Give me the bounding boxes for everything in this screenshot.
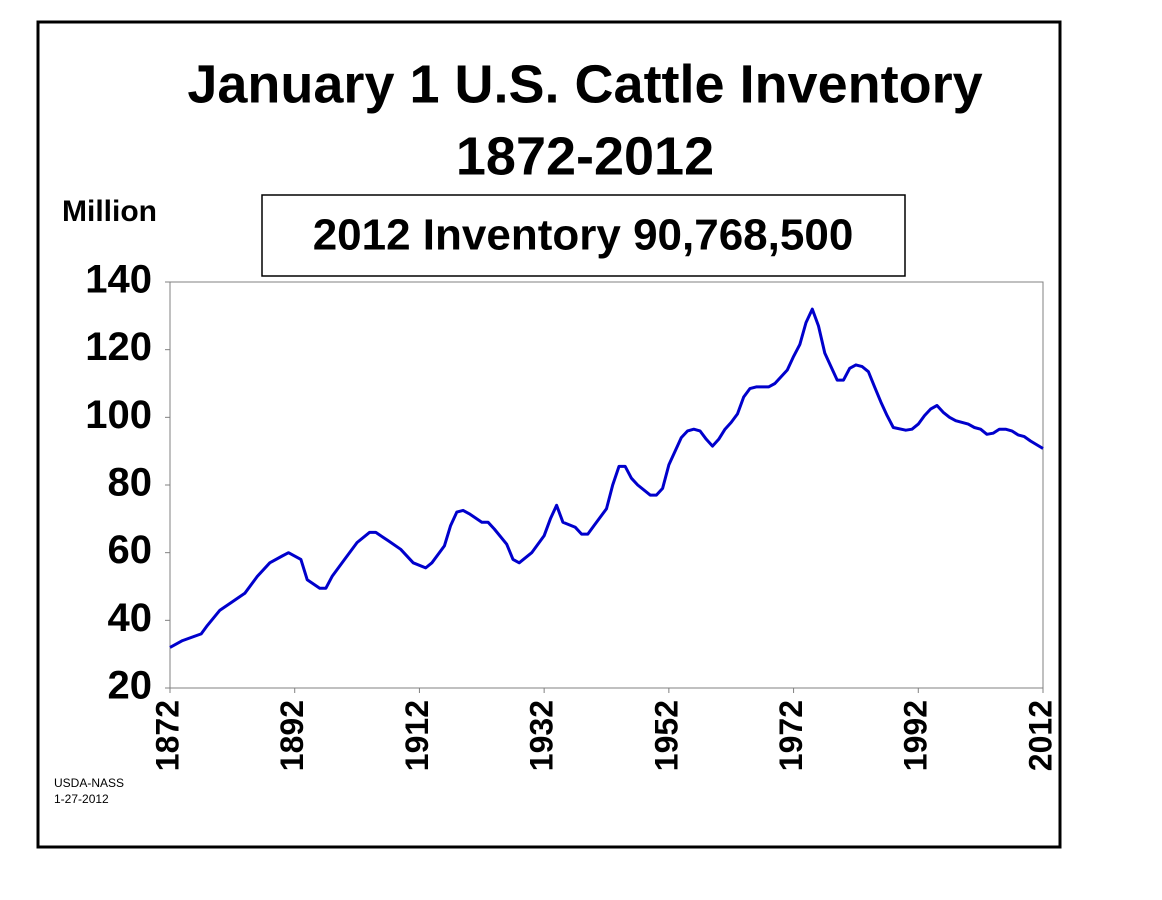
x-tick-label: 1872 xyxy=(149,700,185,771)
data-line xyxy=(169,307,1044,649)
y-tick-label: 40 xyxy=(108,596,153,640)
x-tick-label: 1952 xyxy=(648,700,684,771)
y-axis-label: Million xyxy=(62,195,157,228)
y-tick-label: 60 xyxy=(108,528,153,572)
x-tick-label: 1992 xyxy=(898,700,934,771)
chart-subtitle: 1872-2012 xyxy=(456,126,714,186)
y-tick-label: 20 xyxy=(108,664,153,708)
y-tick-label: 80 xyxy=(108,461,153,505)
plot-frame xyxy=(169,281,1044,689)
y-tick-label: 140 xyxy=(85,258,152,302)
y-tick-label: 100 xyxy=(85,393,152,437)
y-tick-label: 120 xyxy=(85,325,152,369)
chart-title: January 1 U.S. Cattle Inventory xyxy=(187,54,982,114)
x-tick-label: 1892 xyxy=(274,700,310,771)
x-tick-label: 1932 xyxy=(524,700,560,771)
outer-border xyxy=(36,20,1062,849)
annotation-box xyxy=(261,194,906,277)
source-note: USDA-NASS xyxy=(54,776,124,790)
x-tick-label: 2012 xyxy=(1022,700,1058,771)
annotation: 2012 Inventory 90,768,500 xyxy=(313,211,854,260)
source-date: 1-27-2012 xyxy=(54,792,109,806)
x-tick-label: 1972 xyxy=(773,700,809,771)
x-tick-label: 1912 xyxy=(399,700,435,771)
